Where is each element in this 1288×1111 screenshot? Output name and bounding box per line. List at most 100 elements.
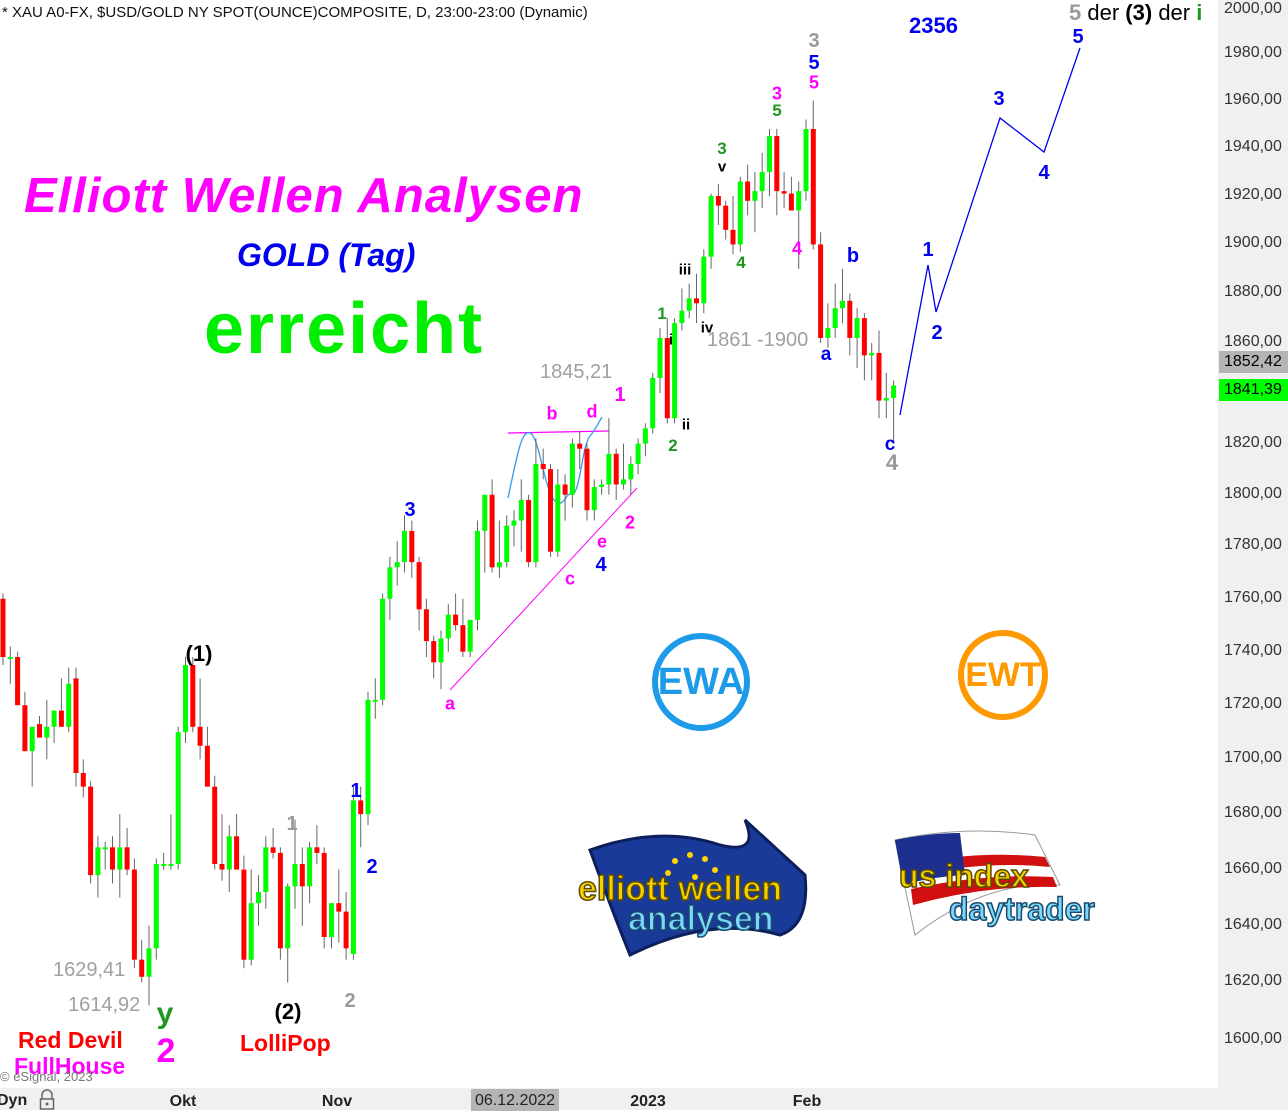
ewa-badge: EWA — [652, 633, 750, 731]
candle-up — [445, 614, 451, 639]
candle-down — [139, 959, 145, 977]
us-flag — [894, 830, 1061, 936]
candle-down — [861, 318, 867, 356]
wave-label: y — [157, 997, 174, 1030]
candle-down — [818, 244, 824, 338]
candle-down — [0, 598, 6, 658]
wave-label: 2 — [668, 436, 677, 455]
wave-label: 4 — [1038, 162, 1050, 184]
candle-up — [117, 847, 123, 870]
price-axis[interactable] — [1218, 0, 1288, 1088]
candle-down — [58, 710, 64, 727]
candle-down — [204, 745, 210, 787]
candle-down — [781, 191, 787, 194]
candle-up — [51, 710, 57, 727]
wave-projection-line — [899, 47, 1081, 416]
wave-note-der2: der — [1158, 0, 1191, 25]
candle-down — [723, 205, 729, 230]
svg-text:analysen: analysen — [628, 900, 774, 938]
time-axis[interactable] — [0, 1088, 1288, 1110]
candle-down — [584, 448, 590, 511]
wave-label: 2 — [366, 856, 377, 878]
candle-up — [168, 864, 174, 867]
wave-label: 1 — [350, 780, 361, 802]
wave-label: iii — [679, 261, 692, 278]
wave-note-5: 5 — [1069, 0, 1082, 25]
fullhouse-label: FullHouse — [14, 1053, 126, 1079]
y-tick-label: 1880,00 — [1224, 283, 1282, 301]
candle-up — [292, 864, 298, 887]
price-note-low2: 1614,92 — [68, 994, 141, 1016]
candle-up — [350, 800, 356, 955]
candle-down — [241, 869, 247, 960]
candle-up — [504, 525, 510, 563]
candle-down — [613, 453, 619, 485]
candle-down — [88, 786, 94, 876]
time-axis-mode[interactable]: Dyn — [0, 1092, 28, 1109]
candle-down — [343, 911, 349, 949]
candle-down — [540, 463, 546, 470]
candle-up — [708, 195, 714, 257]
wave-note-der: der — [1087, 0, 1120, 25]
overlay-status: erreicht — [204, 289, 485, 369]
ewt-badge-text: EWT — [965, 655, 1041, 694]
wave-label: 3 — [772, 83, 782, 103]
wave-label: 3 — [404, 499, 415, 521]
candle-up — [467, 619, 473, 652]
candle-up — [533, 463, 539, 563]
candle-up — [402, 530, 407, 563]
candle-down — [22, 705, 28, 752]
wave-label: ii — [682, 416, 690, 433]
y-tick-label: 2000,00 — [1224, 0, 1282, 17]
price-note-low1: 1629,41 — [53, 959, 126, 981]
candle-down — [73, 678, 79, 773]
candle-down — [774, 136, 780, 192]
x-label-feb: Feb — [792, 1093, 822, 1110]
candle-up — [642, 428, 648, 444]
y-tick-label: 1740,00 — [1224, 641, 1282, 659]
wave-label: 1 — [614, 384, 625, 406]
candle-up — [307, 847, 313, 887]
svg-text:elliott wellen: elliott wellen — [578, 870, 782, 908]
wave-label: 5 — [772, 101, 781, 120]
candle-down — [548, 469, 553, 552]
wave-label: d — [587, 401, 598, 421]
candle-up — [752, 191, 758, 201]
candle-up — [591, 487, 597, 511]
candle-down — [416, 562, 422, 610]
candle-down — [197, 726, 203, 746]
candle-down — [80, 772, 86, 787]
wave-label: c — [885, 434, 896, 455]
wave-label: 3 — [993, 88, 1004, 110]
candle-down — [730, 229, 736, 245]
red-devil-label: Red Devil — [18, 1027, 123, 1053]
candle-up — [891, 385, 897, 399]
copyright: © eSignal, 2023 — [0, 1069, 93, 1084]
candle-down — [431, 641, 437, 663]
candle-down — [577, 443, 583, 449]
wave-label: 2 — [344, 990, 355, 1012]
y-tick-label: 1620,00 — [1224, 972, 1282, 990]
candle-up — [796, 191, 802, 211]
ewa-badge-text: EWA — [657, 660, 745, 703]
candle-up — [599, 484, 605, 488]
candle-up — [701, 256, 707, 304]
wave-label: 4 — [595, 554, 607, 576]
wave-label: 5 — [808, 52, 819, 74]
candle-up — [183, 665, 188, 733]
candle-up — [66, 683, 72, 727]
wave-label: e — [597, 531, 607, 551]
wave-label: 2 — [157, 1032, 176, 1070]
candle-down — [745, 181, 751, 201]
candle-down — [847, 300, 853, 338]
y-tick-label: 1780,00 — [1224, 536, 1282, 554]
candle-down — [15, 657, 21, 706]
candle-up — [226, 836, 232, 870]
wave-label: c — [565, 568, 575, 588]
y-tick-label: 1820,00 — [1224, 433, 1282, 451]
candle-up — [650, 377, 656, 429]
lock-icon[interactable] — [38, 1089, 56, 1110]
candle-up — [569, 443, 575, 495]
candle-up — [496, 562, 502, 568]
